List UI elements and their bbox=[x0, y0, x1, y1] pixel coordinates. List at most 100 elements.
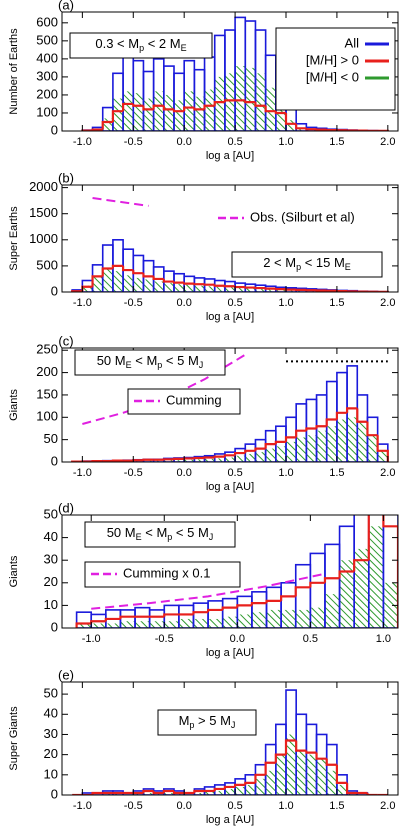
step-segment bbox=[119, 615, 136, 619]
annotation-box bbox=[157, 709, 257, 736]
x-tick-label: 1.5 bbox=[329, 800, 344, 812]
annotation-sub: p bbox=[157, 360, 162, 370]
step-segment bbox=[325, 418, 337, 427]
step-segment bbox=[295, 123, 307, 130]
annotation-sub: E bbox=[126, 360, 132, 370]
hatched-bar bbox=[336, 419, 348, 462]
hatched-bar bbox=[120, 621, 136, 628]
plot-area bbox=[75, 515, 398, 628]
hatched-bar bbox=[143, 792, 154, 795]
hatched-bar bbox=[251, 612, 267, 628]
y-axis-label: Super Earths bbox=[8, 206, 20, 271]
step-segment bbox=[325, 758, 337, 766]
y-axis-label: Giants bbox=[8, 555, 20, 587]
step-segment bbox=[203, 104, 215, 110]
axes-frame bbox=[61, 184, 399, 293]
step-segment bbox=[101, 267, 113, 277]
x-tick-label: -0.5 bbox=[124, 297, 143, 309]
step-segment bbox=[382, 515, 398, 628]
x-tick-label: 0.5 bbox=[227, 800, 242, 812]
hatched-bar bbox=[286, 120, 297, 131]
hatched-bar bbox=[194, 285, 205, 292]
step-segment bbox=[213, 787, 225, 791]
hatched-bar bbox=[235, 786, 246, 795]
y-tick-label: 150 bbox=[36, 386, 58, 401]
hatched-bar bbox=[265, 770, 276, 795]
hatched-bar bbox=[123, 275, 134, 292]
y-axis-label: Super Giants bbox=[8, 706, 20, 771]
legend-box bbox=[275, 27, 396, 111]
hatched-bar bbox=[193, 618, 209, 628]
y-tick-label: 0 bbox=[51, 122, 58, 137]
hatched-bar bbox=[204, 790, 215, 795]
hatched-bar bbox=[245, 288, 256, 292]
x-tick-label: 0.5 bbox=[227, 136, 242, 148]
x-tick-label: -0.5 bbox=[124, 136, 143, 148]
step-segment bbox=[264, 287, 276, 290]
step-segment bbox=[295, 740, 307, 752]
step-segment bbox=[284, 436, 297, 442]
hatched-bar bbox=[133, 93, 144, 131]
x-tick-label: -1.0 bbox=[73, 467, 92, 479]
x-tick-label: 2.0 bbox=[380, 467, 395, 479]
axes-frame bbox=[61, 681, 399, 796]
step-segment bbox=[280, 595, 296, 601]
step-segment bbox=[213, 284, 225, 287]
annotation-text: M bbox=[179, 713, 190, 728]
hatched-bar bbox=[245, 453, 256, 462]
panel-label: (e) bbox=[58, 667, 74, 682]
y-tick-label: 50 bbox=[44, 686, 58, 701]
hatched-bar bbox=[224, 73, 236, 131]
step-segment bbox=[91, 275, 103, 287]
annotation-sub: p bbox=[189, 720, 194, 730]
annotation-text: < M bbox=[132, 353, 158, 368]
hatched-bar bbox=[266, 609, 282, 628]
y-tick-label: 500 bbox=[36, 32, 58, 47]
panel-label: (b) bbox=[58, 170, 74, 185]
hatched-bar bbox=[265, 87, 276, 131]
x-tick-label: 0.0 bbox=[230, 633, 245, 645]
hatched-bar bbox=[326, 770, 337, 795]
step-segment bbox=[366, 792, 378, 795]
hatched-bar bbox=[123, 91, 134, 131]
y-tick-label: 40 bbox=[44, 529, 58, 544]
step-segment bbox=[121, 102, 134, 112]
step-segment bbox=[325, 128, 337, 131]
annotation-sub: J bbox=[231, 720, 236, 730]
annotation-sub: p bbox=[296, 262, 301, 272]
step-segment bbox=[213, 455, 225, 458]
step-segment bbox=[221, 606, 238, 610]
hatched-bar bbox=[296, 128, 307, 131]
y-tick-label: 600 bbox=[36, 14, 58, 29]
step-segment bbox=[101, 120, 113, 130]
x-tick-label: -0.5 bbox=[124, 467, 143, 479]
hatched-bar bbox=[339, 560, 355, 628]
hatched-bar bbox=[255, 288, 266, 292]
step-segment bbox=[265, 599, 282, 604]
annotation-text: 0.3 < M bbox=[95, 36, 139, 51]
hatched-bar bbox=[105, 623, 121, 628]
hatched-bar bbox=[377, 450, 388, 462]
step-segment bbox=[244, 286, 256, 289]
step-segment bbox=[223, 454, 236, 457]
annotation-text: 50 M bbox=[107, 525, 136, 540]
hatched-bar bbox=[178, 618, 194, 628]
y-tick-label: 100 bbox=[36, 409, 58, 424]
step-segment bbox=[111, 110, 124, 122]
step-segment bbox=[250, 602, 267, 606]
hatched-bar bbox=[306, 754, 317, 795]
hatched-bar bbox=[347, 417, 358, 462]
annotation: Mp > 5 MJ bbox=[179, 713, 236, 730]
axes-frame bbox=[61, 11, 399, 132]
plot-area bbox=[72, 689, 388, 795]
x-tick-label: 2.0 bbox=[380, 136, 395, 148]
step-segment bbox=[213, 101, 225, 106]
hatched-bar bbox=[153, 91, 164, 131]
hatched-bar bbox=[235, 66, 246, 131]
hatched-bar bbox=[194, 459, 205, 462]
step-segment bbox=[309, 581, 325, 588]
step-segment bbox=[254, 286, 266, 290]
hatched-bar bbox=[224, 287, 236, 292]
x-tick-label: 0.0 bbox=[177, 136, 192, 148]
